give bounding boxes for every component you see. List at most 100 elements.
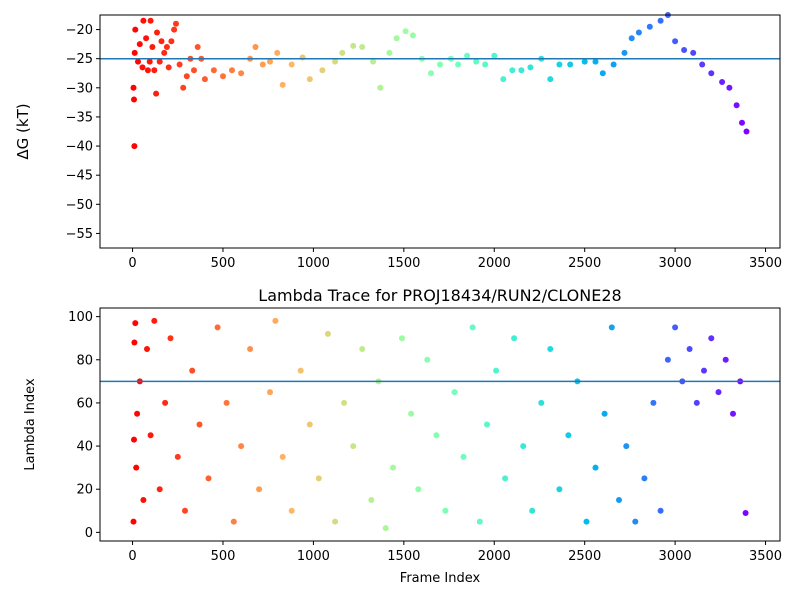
data-point [484,421,490,428]
data-point [739,119,745,126]
data-point [147,17,154,24]
data-point [726,84,733,91]
data-point [183,73,190,80]
data-point [259,61,266,68]
data-point [646,23,653,30]
data-point [610,61,617,68]
delta-g-y-axis-label: ΔG (kT) [14,103,32,159]
data-point [182,507,188,514]
data-point [350,42,357,49]
data-point [319,67,326,74]
data-point [635,29,642,36]
data-point [482,61,489,68]
data-point [223,399,230,406]
data-point [500,76,507,83]
data-point [180,84,187,91]
data-point [681,47,688,53]
data-point [139,64,146,71]
data-point [230,518,237,525]
data-point [144,67,151,74]
data-point [701,367,707,374]
data-point [693,399,700,406]
data-point [140,17,147,24]
data-point [151,67,158,74]
y-tick-label: −25 [66,52,93,67]
data-point [140,497,147,503]
data-point [424,356,431,363]
x-tick-label: 3500 [749,256,782,271]
x-tick-label: 1500 [387,256,420,271]
data-point [657,507,664,514]
data-point [556,486,563,493]
data-point [147,432,154,439]
data-point [131,436,137,443]
data-point [608,324,615,331]
data-point [520,443,527,450]
data-point [201,76,208,83]
data-point [621,49,628,56]
delta-g-x-ticks: 0 500 1000 1500 2000 2500 3000 3500 [128,248,782,271]
data-point [238,443,245,450]
data-point [699,61,706,68]
data-point [220,73,226,80]
data-point [556,61,563,68]
data-point [252,44,259,50]
data-point [189,367,196,374]
x-tick-label: 500 [211,256,236,271]
x-tick-label: 3000 [659,256,692,271]
y-tick-label: −55 [66,227,93,242]
data-point [623,443,630,450]
data-point [132,320,139,327]
data-point [511,335,518,342]
x-tick-label: 3000 [659,549,692,564]
data-point [672,38,679,45]
data-point [408,410,415,417]
data-point [583,518,590,525]
data-point [131,96,137,103]
data-point [339,49,346,56]
data-point [592,464,599,471]
data-point [151,317,158,324]
data-point [267,389,273,396]
data-point [664,356,671,363]
data-point [154,29,160,36]
data-point [428,70,434,77]
x-tick-label: 500 [211,549,236,564]
data-point [144,346,150,352]
data-point [547,346,554,352]
x-tick-label: 2500 [568,256,601,271]
data-point [153,90,160,97]
y-tick-label: −45 [66,169,93,184]
data-point [393,35,400,42]
data-point [547,76,554,83]
data-point [132,26,139,33]
data-point [370,58,377,65]
data-point [158,38,165,45]
data-point [306,421,313,428]
data-point [156,58,163,65]
lambda-plot-frame [99,307,781,542]
data-point [279,81,286,88]
data-point [402,28,409,35]
x-tick-label: 2500 [568,549,601,564]
lambda-chart-title: Lambda Trace for PROJ18434/RUN2/CLONE28 [258,286,621,305]
data-point [315,475,322,482]
x-tick-label: 0 [128,549,136,564]
data-point [229,67,235,74]
data-point [134,410,141,417]
lambda-y-axis-label: Lambda Index [23,378,38,471]
data-point [460,453,467,460]
data-point [708,335,715,342]
delta-g-y-ticks: −20 −25 −30 −35 −40 −45 −50 −55 [66,23,100,242]
data-point [288,61,295,68]
data-point [442,507,449,514]
delta-g-plot-frame [99,14,781,249]
data-point [650,399,657,406]
data-point [409,32,416,39]
data-point [174,453,181,460]
data-point [690,49,697,56]
y-tick-label: −35 [66,110,93,125]
data-point [730,410,736,417]
y-tick-label: 60 [76,396,93,411]
